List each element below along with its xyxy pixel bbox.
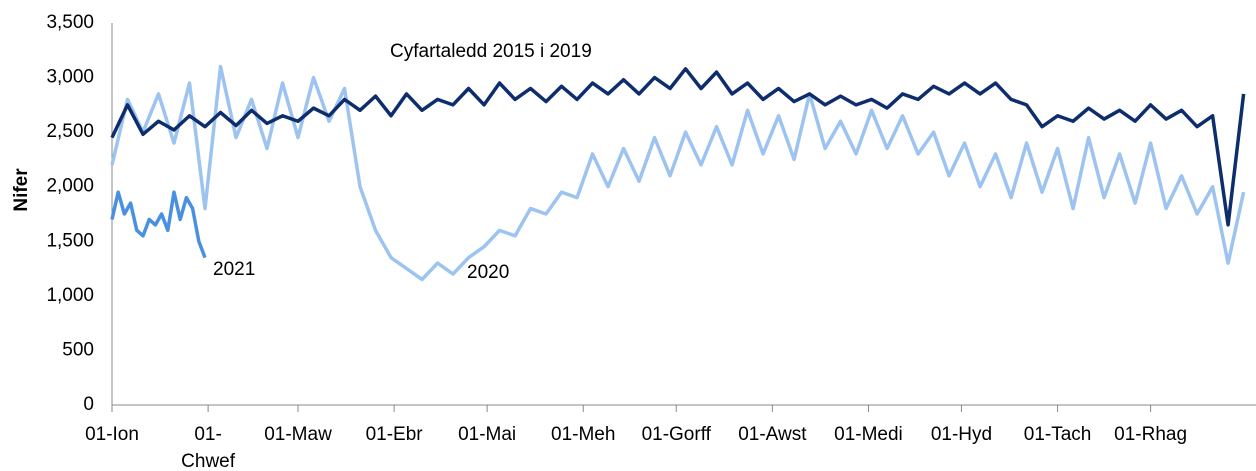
x-tick-label: 01- Chwef: [181, 424, 236, 471]
series-line: [110, 190, 207, 259]
x-tick-label: 01-Gorff: [642, 424, 712, 445]
series-line: [110, 64, 1246, 282]
x-tick-label: 01-Meh: [551, 424, 615, 445]
y-tick-label: 500: [62, 339, 94, 360]
x-tick-label: 01-Rhag: [1114, 424, 1187, 445]
x-tick-label: 01-Ion: [85, 424, 139, 445]
series-label: 2020: [467, 262, 509, 283]
series-label: Cyfartaledd 2015 i 2019: [390, 41, 592, 62]
y-tick-label: 2,000: [46, 176, 94, 197]
series-label: 2021: [213, 259, 255, 280]
series-line: [110, 67, 1246, 227]
x-tick-label: 01-Mai: [458, 424, 516, 445]
x-tick-label: 01-Tach: [1024, 424, 1092, 445]
x-tick-label: 01-Hyd: [931, 424, 992, 445]
x-tick-label: 01-Medi: [834, 424, 903, 445]
y-tick-label: 3,500: [46, 12, 94, 33]
y-axis-label: Nifer: [11, 168, 32, 212]
y-tick-label: 1,500: [46, 230, 94, 251]
y-tick-label: 2,500: [46, 121, 94, 142]
x-tick-label-part: 01-: [194, 424, 221, 445]
x-tick-label: 01-Maw: [264, 424, 332, 445]
y-tick-label: 0: [83, 394, 94, 415]
y-tick-label: 3,000: [46, 67, 94, 88]
y-tick-label: 1,000: [46, 285, 94, 306]
x-tick-label-part: Chwef: [181, 451, 236, 471]
x-tick-label: 01-Awst: [738, 424, 807, 445]
x-tick-label: 01-Ebr: [366, 424, 424, 445]
